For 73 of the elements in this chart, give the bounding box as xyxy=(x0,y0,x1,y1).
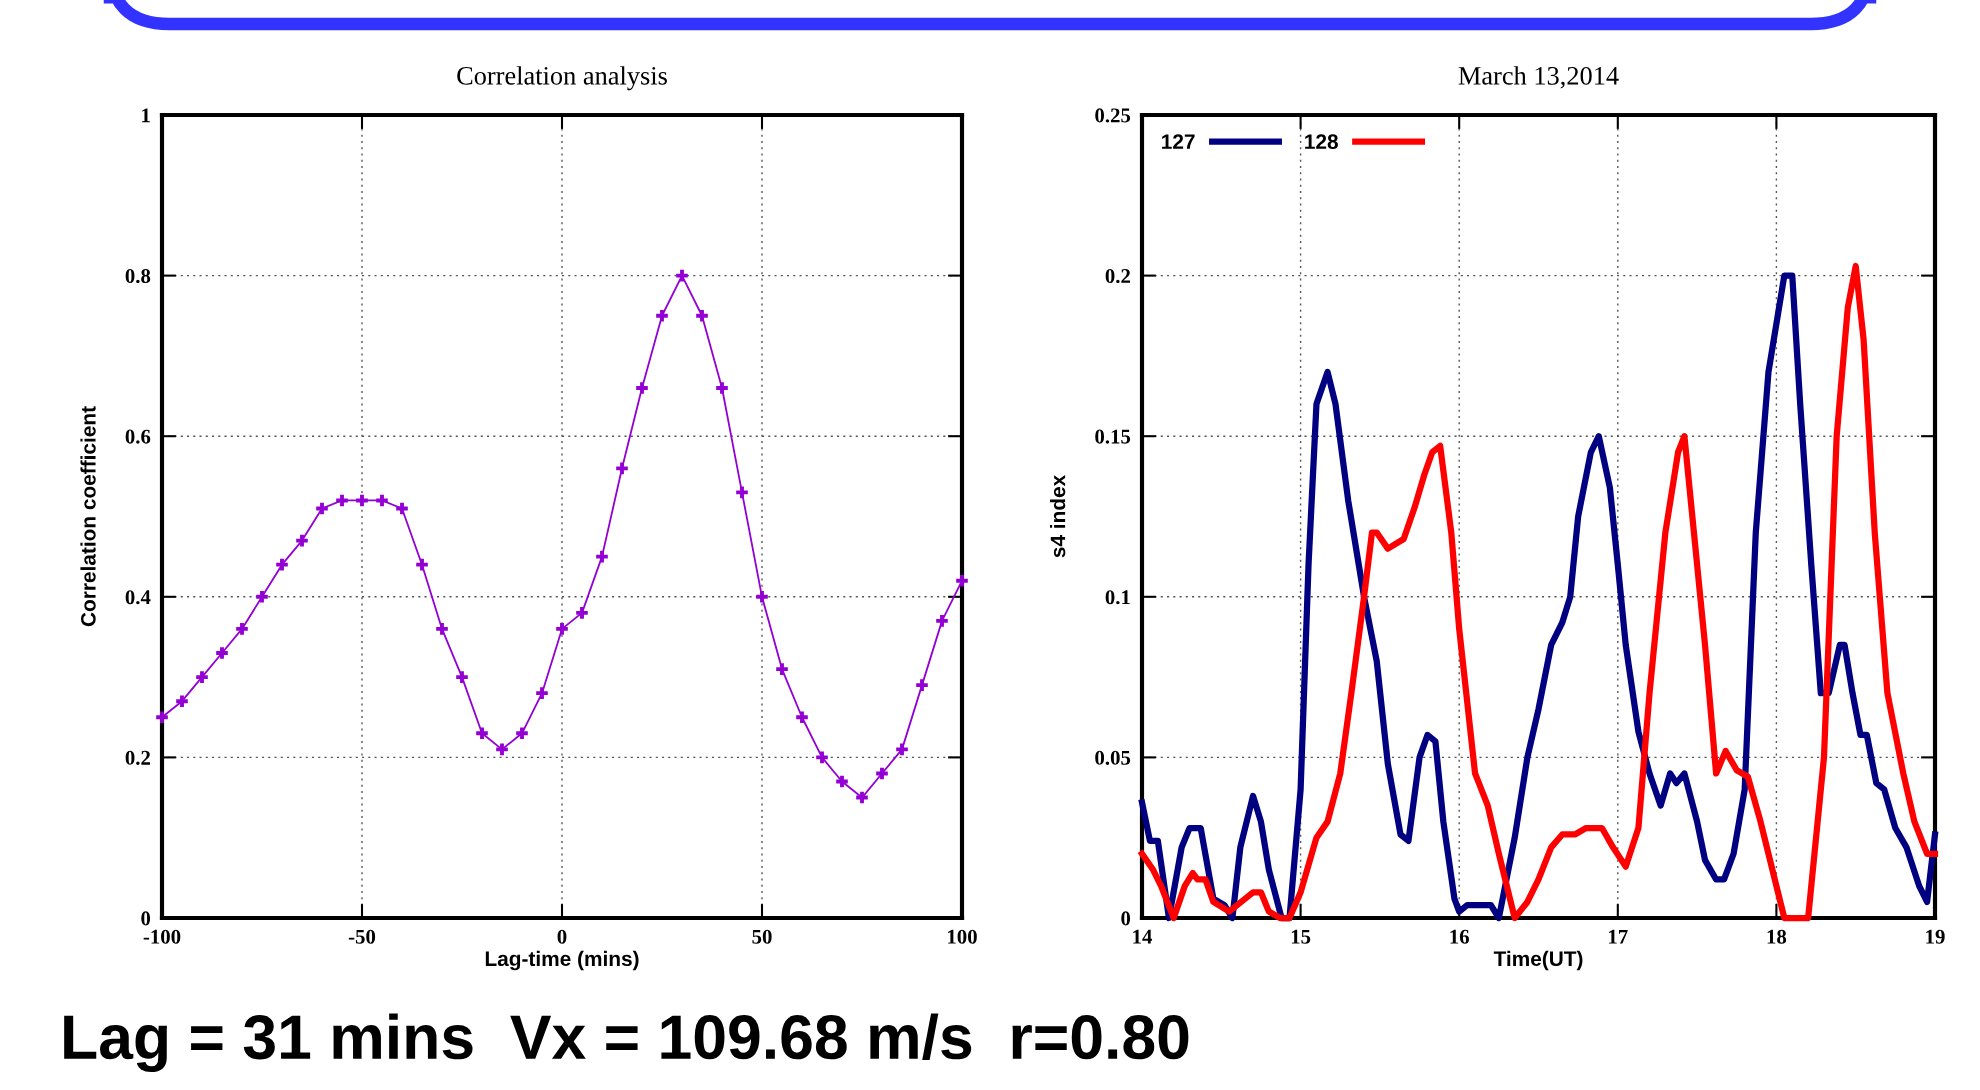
point xyxy=(376,494,388,507)
y-tick-label: 0.8 xyxy=(125,268,151,284)
point xyxy=(296,534,308,547)
point xyxy=(856,791,868,804)
y-axis-title: s4 index xyxy=(1050,474,1066,558)
point xyxy=(736,486,748,499)
point xyxy=(436,623,448,635)
point xyxy=(716,382,728,394)
point xyxy=(596,550,608,563)
point xyxy=(256,590,268,603)
y-tick-label: 0.6 xyxy=(125,429,151,444)
text: Lag = 31 mins Vx = 109.68 m/s r=0.80 xyxy=(64,1013,1189,1072)
y-tick-label: 0.4 xyxy=(125,590,151,605)
x-tick-label: 15 xyxy=(1291,929,1311,944)
point xyxy=(796,711,808,724)
y-tick-label: 0.05 xyxy=(1095,750,1131,765)
point xyxy=(676,269,688,282)
point xyxy=(416,558,428,571)
y-tick-label: 0.2 xyxy=(125,750,150,765)
x-tick-label: -100 xyxy=(143,929,181,944)
point xyxy=(696,309,708,322)
x-tick-label: 18 xyxy=(1767,929,1787,944)
x-axis-title: Lag-time (mins) xyxy=(485,950,639,971)
point xyxy=(776,663,788,675)
point xyxy=(496,743,508,756)
point xyxy=(656,309,668,322)
x-tick-label: 14 xyxy=(1133,929,1153,944)
x-tick-label: 16 xyxy=(1450,929,1470,944)
point xyxy=(156,711,168,724)
point xyxy=(936,615,948,627)
y-tick-label: 0.2 xyxy=(1105,268,1130,284)
point xyxy=(276,558,288,571)
point xyxy=(556,623,568,635)
point xyxy=(456,671,468,683)
point xyxy=(876,767,888,780)
point xyxy=(836,775,848,788)
point xyxy=(636,382,648,394)
x-tick-label: 0 xyxy=(557,929,567,944)
point xyxy=(476,727,488,740)
point xyxy=(316,502,328,515)
point xyxy=(816,751,828,764)
y-tick-label: 0.15 xyxy=(1095,429,1131,444)
y-tick-label: 0.1 xyxy=(1105,590,1130,605)
point xyxy=(176,695,188,707)
x-tick-label: -50 xyxy=(348,929,376,944)
point xyxy=(956,574,968,587)
point xyxy=(356,494,368,507)
legend-label: 127 xyxy=(1162,134,1195,149)
x-tick-label: 19 xyxy=(1926,929,1945,944)
point xyxy=(216,647,228,659)
x-tick-label: 100 xyxy=(948,929,977,944)
y-axis-title: Correlation coefficient xyxy=(80,406,96,627)
y-tick-label: 0.25 xyxy=(1095,108,1131,123)
point xyxy=(236,623,248,635)
point xyxy=(536,687,548,699)
point xyxy=(616,462,628,475)
x-tick-label: 50 xyxy=(752,929,772,944)
y-tick-label: 0 xyxy=(1121,911,1131,926)
point xyxy=(396,502,408,515)
point xyxy=(756,590,768,603)
point xyxy=(516,727,528,740)
y-tick-label: 1 xyxy=(142,108,150,123)
point xyxy=(916,679,928,691)
point xyxy=(196,671,208,683)
legend-label: 128 xyxy=(1305,134,1338,150)
x-tick-label: 17 xyxy=(1609,929,1628,944)
chart-title: Correlation analysis xyxy=(457,66,667,91)
point xyxy=(576,607,588,619)
point xyxy=(896,743,908,756)
y-tick-label: 0 xyxy=(141,911,151,926)
point xyxy=(336,494,348,507)
x-axis-title: Time(UT) xyxy=(1493,950,1583,971)
chart-title: March 13,2014 xyxy=(1458,66,1619,89)
